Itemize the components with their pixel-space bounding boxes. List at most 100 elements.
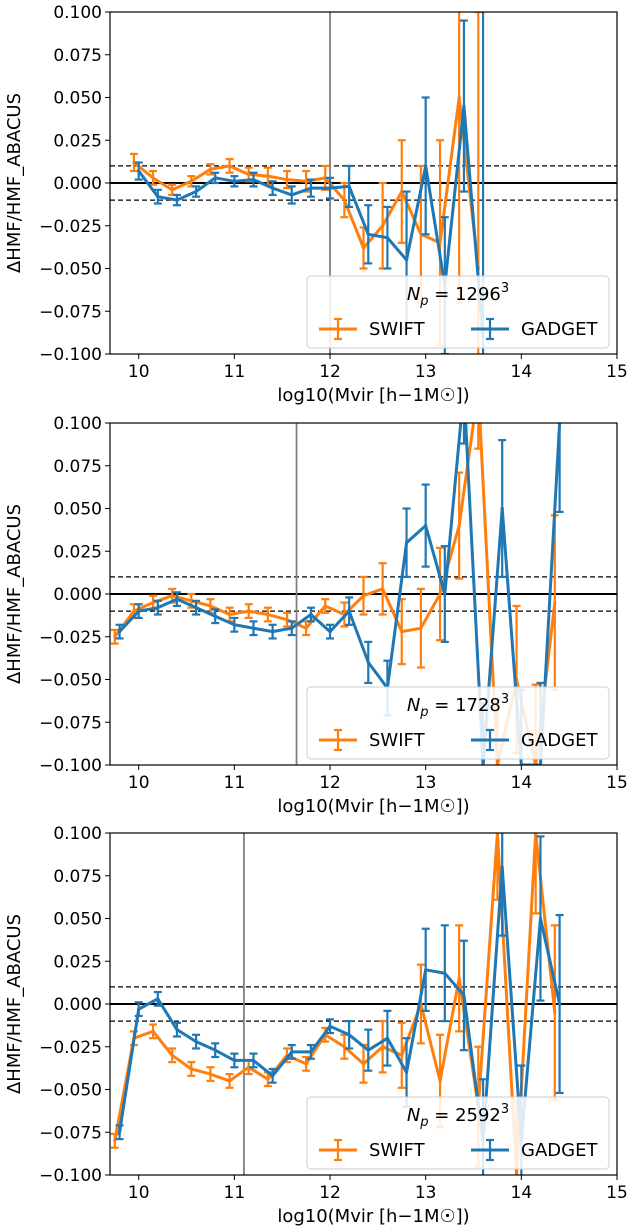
data-point-swift [381, 1045, 385, 1049]
x-tick-label: 14 [511, 362, 533, 382]
data-point-gadget [366, 232, 370, 236]
error-bar-gadget [153, 990, 162, 1007]
error-bar-swift [282, 169, 291, 190]
error-bar-gadget [326, 623, 335, 640]
error-bar-gadget [268, 1067, 277, 1084]
data-point-gadget [137, 169, 141, 173]
y-tick-label: 0.075 [53, 867, 102, 887]
y-axis-label: ΔHMF/HMF_ABACUS [4, 504, 25, 684]
y-tick-label: 0.050 [53, 500, 102, 520]
data-point-swift [189, 179, 193, 183]
error-bar-swift [282, 611, 291, 628]
data-point-swift [438, 1079, 442, 1083]
y-tick-label: −0.025 [39, 628, 102, 648]
error-bar-gadget [230, 175, 239, 188]
data-point-swift [266, 174, 270, 178]
panel-2: 10 11 12 13 14 15 −0.100 −0.075 −0.050 −0.025 0.00… [4, 414, 628, 817]
data-point-gadget [347, 184, 351, 189]
error-bar-gadget [364, 640, 373, 685]
error-bar-swift [149, 169, 158, 186]
data-point-swift [208, 167, 213, 171]
error-bar-swift [149, 1023, 158, 1040]
error-bar-swift [302, 1055, 311, 1072]
error-bar-gadget [306, 1043, 315, 1060]
data-point-gadget [271, 1074, 275, 1078]
data-point-gadget [347, 609, 351, 613]
data-point-gadget [156, 606, 160, 610]
error-bar-gadget [211, 608, 220, 625]
x-tick-label: 14 [511, 773, 533, 793]
error-bar-gadget [249, 171, 258, 188]
data-point-gadget [385, 1036, 390, 1040]
error-bar-gadget [306, 178, 315, 198]
x-axis-label: log10(Mvir [h−1M☉]) [277, 1206, 469, 1227]
y-tick-label: 0.100 [53, 414, 102, 434]
error-bar-gadget [383, 1009, 392, 1067]
data-point-swift [266, 1077, 270, 1081]
error-bar-gadget [345, 164, 354, 209]
y-tick-label: 0.025 [53, 952, 102, 972]
data-point-swift [323, 604, 327, 608]
data-point-swift [457, 95, 461, 100]
error-bar-swift [168, 1047, 177, 1064]
data-point-gadget [404, 258, 409, 262]
data-point-gadget [443, 592, 447, 596]
data-point-gadget [232, 1058, 236, 1063]
error-bar-gadget [555, 913, 564, 1095]
error-bar-swift [436, 546, 445, 642]
error-bar-swift [474, 423, 483, 450]
data-point-gadget [194, 189, 198, 194]
data-point-gadget [290, 1050, 294, 1054]
y-tick-label: 0.100 [53, 824, 102, 844]
x-tick-label: 10 [128, 773, 150, 793]
error-bar-swift [321, 598, 330, 614]
data-point-gadget [290, 626, 294, 630]
data-point-gadget [404, 1070, 409, 1074]
y-tick-label: 0.025 [53, 131, 102, 151]
error-bar-swift [455, 924, 464, 1033]
data-point-swift [247, 609, 251, 613]
data-point-swift [304, 626, 308, 630]
legend-handle-swift [319, 728, 357, 752]
data-point-gadget [424, 524, 428, 528]
legend-label-swift: SWIFT [369, 1140, 426, 1161]
data-point-swift [170, 188, 174, 192]
data-point-gadget [232, 179, 236, 183]
y-tick-label: 0.000 [53, 585, 102, 605]
data-point-swift [170, 594, 174, 598]
error-bar-gadget [134, 161, 143, 181]
legend-title: Np = 12963 [407, 281, 509, 309]
error-bar-gadget [440, 924, 449, 1023]
legend-label-swift: SWIFT [369, 319, 426, 340]
error-bar-gadget [211, 1042, 220, 1059]
error-bar-swift [110, 1132, 119, 1149]
data-point-swift [227, 164, 232, 168]
x-tick-label: 10 [128, 362, 150, 382]
error-bar-gadget [192, 185, 201, 198]
data-point-gadget [328, 1024, 332, 1028]
legend-handle-swift [319, 1138, 357, 1162]
data-point-swift [381, 224, 385, 228]
error-bar-swift [340, 181, 349, 219]
data-point-swift [132, 609, 136, 613]
error-bar-gadget [115, 623, 124, 640]
error-bar-gadget [364, 204, 373, 265]
error-bar-swift [263, 606, 272, 623]
series-line-swift [113, 833, 557, 1175]
data-point-gadget [385, 236, 390, 240]
data-point-gadget [175, 1028, 179, 1032]
legend-handle-gadget [471, 1138, 509, 1162]
y-tick-label: 0.100 [53, 3, 102, 23]
legend-title: Np = 25923 [407, 1102, 509, 1130]
error-bar-gadget [192, 1033, 201, 1050]
x-tick-label: 12 [319, 1183, 341, 1203]
data-point-gadget [290, 193, 294, 197]
error-bar-gadget [345, 596, 354, 626]
legend-label-gadget: GADGET [521, 730, 598, 751]
error-bar-swift [225, 157, 234, 174]
y-axis-label: ΔHMF/HMF_ABACUS [4, 914, 25, 1094]
data-point-gadget [213, 176, 217, 180]
data-point-swift [553, 600, 557, 605]
error-bar-swift [187, 1061, 196, 1077]
legend-box [306, 1096, 610, 1170]
